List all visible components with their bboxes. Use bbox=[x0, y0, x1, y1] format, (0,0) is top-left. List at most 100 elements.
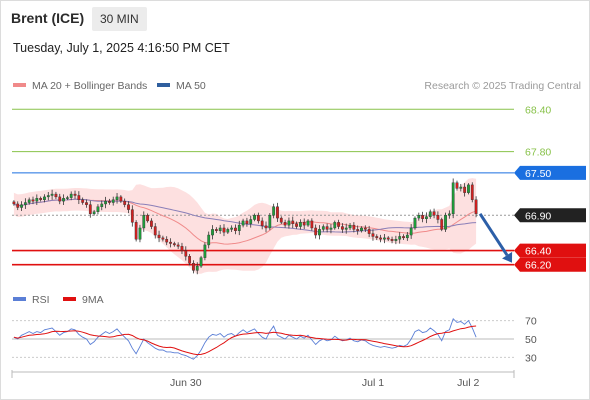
candle-body bbox=[371, 233, 375, 237]
candle bbox=[249, 215, 253, 228]
candle-body bbox=[104, 200, 107, 205]
candle-body bbox=[226, 229, 230, 233]
forecast-arrow bbox=[478, 213, 513, 263]
candle-body bbox=[268, 215, 272, 229]
candle-body bbox=[394, 239, 398, 241]
candle bbox=[203, 242, 207, 261]
candle-body bbox=[130, 209, 134, 223]
candle-body bbox=[138, 227, 142, 240]
candle-body bbox=[283, 222, 287, 226]
candle-body bbox=[337, 222, 340, 227]
candle-body bbox=[467, 184, 470, 193]
candle bbox=[245, 217, 249, 227]
ma20-swatch-icon bbox=[13, 83, 26, 88]
candle bbox=[214, 227, 218, 233]
candle bbox=[92, 209, 96, 216]
candle bbox=[157, 230, 161, 243]
candle-body bbox=[344, 227, 348, 230]
candle bbox=[230, 225, 234, 232]
candle bbox=[256, 212, 260, 224]
candle bbox=[470, 182, 474, 203]
candle bbox=[310, 218, 314, 231]
candle bbox=[356, 225, 360, 235]
candle-body bbox=[306, 220, 310, 226]
candle bbox=[425, 212, 428, 224]
candle bbox=[237, 220, 241, 236]
candle-body bbox=[119, 196, 123, 202]
candle bbox=[272, 203, 276, 219]
candle bbox=[440, 217, 444, 232]
candle bbox=[398, 232, 402, 244]
forecast-arrow-head bbox=[502, 251, 513, 263]
candle bbox=[35, 194, 39, 206]
level-label-box bbox=[514, 208, 586, 223]
candle bbox=[165, 236, 169, 246]
level-label-66-40: 66.40 bbox=[514, 243, 586, 258]
candle-body bbox=[92, 211, 96, 215]
candle-body bbox=[352, 224, 356, 230]
candle-body bbox=[73, 193, 77, 196]
legend-ma20-label: MA 20 + Bollinger Bands bbox=[32, 80, 148, 92]
candle bbox=[39, 196, 43, 202]
candle bbox=[333, 220, 337, 230]
candle bbox=[371, 229, 375, 241]
level-labels: 68.40 67.80 67.50 66.90 66.40 66.20 bbox=[514, 104, 586, 272]
ma50-swatch-icon bbox=[157, 83, 170, 88]
legend-9ma-label: 9MA bbox=[82, 294, 104, 306]
candle-body bbox=[329, 227, 333, 230]
candle-body bbox=[444, 215, 447, 230]
candle bbox=[134, 220, 138, 242]
candle bbox=[287, 217, 291, 229]
candle bbox=[413, 216, 417, 230]
candle-body bbox=[260, 220, 264, 227]
candle bbox=[66, 195, 69, 201]
candle-body bbox=[180, 246, 184, 251]
candle bbox=[111, 196, 115, 206]
level-label-text: 67.80 bbox=[525, 147, 551, 159]
candle bbox=[20, 201, 23, 211]
candle-body bbox=[425, 216, 428, 219]
candle-body bbox=[39, 198, 43, 200]
candle bbox=[16, 201, 20, 211]
candle bbox=[283, 219, 287, 228]
legend-rsi: RSI bbox=[13, 294, 50, 306]
candle-body bbox=[211, 229, 214, 236]
candle bbox=[360, 226, 363, 233]
candle-body bbox=[35, 198, 39, 202]
candle-body bbox=[470, 184, 474, 200]
candle bbox=[253, 213, 256, 222]
candle bbox=[218, 224, 222, 234]
candle-body bbox=[321, 226, 325, 230]
legend-ma20: MA 20 + Bollinger Bands bbox=[13, 80, 147, 92]
candle-body bbox=[23, 202, 27, 205]
candle-body bbox=[291, 220, 295, 224]
candle-body bbox=[383, 237, 386, 240]
candle-body bbox=[218, 227, 222, 231]
candle bbox=[104, 196, 107, 209]
ma50-line bbox=[13, 198, 477, 233]
candle-body bbox=[62, 198, 65, 202]
candle bbox=[180, 242, 184, 255]
candle-body bbox=[195, 265, 199, 271]
candle-body bbox=[214, 229, 218, 231]
candle-body bbox=[341, 226, 344, 230]
candle bbox=[96, 204, 100, 215]
candle bbox=[142, 211, 146, 232]
candle-body bbox=[253, 215, 256, 220]
candle bbox=[81, 197, 85, 205]
level-label-text: 67.50 bbox=[525, 168, 551, 180]
candle-body bbox=[31, 199, 35, 202]
candle-body bbox=[123, 200, 127, 205]
candle bbox=[383, 233, 386, 244]
candle bbox=[306, 219, 310, 227]
candle-body bbox=[279, 217, 283, 223]
candle bbox=[62, 194, 65, 206]
candle bbox=[211, 225, 214, 240]
candle bbox=[451, 178, 455, 219]
rsi-level-label: 30 bbox=[525, 352, 537, 364]
candle bbox=[444, 212, 447, 232]
candle-body bbox=[111, 199, 115, 203]
timeframe-selector[interactable]: 30 MIN bbox=[92, 7, 147, 31]
level-label-66-90: 66.90 bbox=[514, 208, 586, 223]
